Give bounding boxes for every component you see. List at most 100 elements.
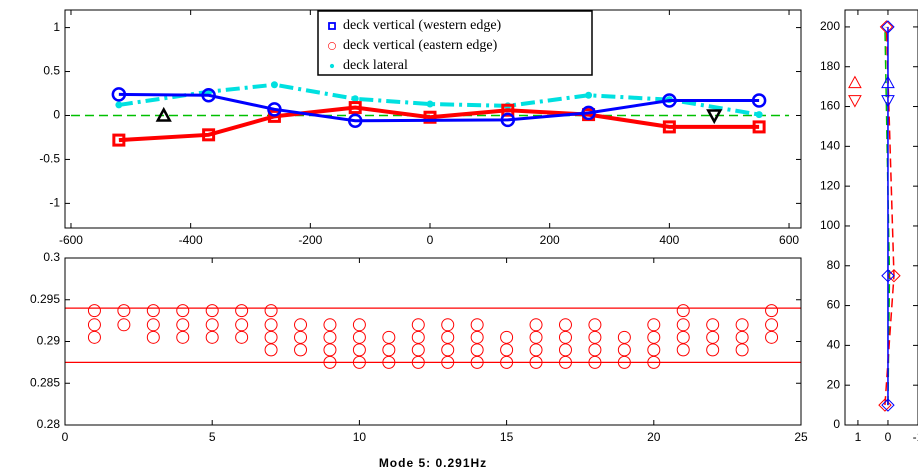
x-tick-label: 5 [209,430,216,444]
marker [881,95,895,108]
y-tick-label: 120 [820,178,840,192]
marker [529,355,543,369]
plot-area [65,258,801,425]
marker [581,105,596,121]
marker [115,101,123,109]
marker [881,269,895,283]
marker [323,318,337,332]
marker [176,330,190,344]
marker [617,343,631,357]
marker [588,343,602,357]
marker [441,330,455,344]
x-tick-label: 0 [62,430,69,444]
marker [470,330,484,344]
marker [617,355,631,369]
marker [294,330,308,344]
y-tick-label: -0.5 [39,152,60,166]
marker [146,304,160,318]
marker [201,88,216,103]
series-line [118,105,760,143]
y-tick-label: 40 [827,338,841,352]
marker [558,318,572,332]
y-tick-label: 60 [827,298,841,312]
marker [848,75,862,89]
x-tick-label: 400 [659,233,679,247]
marker [205,304,219,318]
x-tick-label: 15 [500,430,514,444]
x-tick-label: 200 [540,233,560,247]
y-tick-label: 1 [53,20,60,34]
marker [735,330,749,344]
marker [146,318,160,332]
marker [529,343,543,357]
series [848,75,862,89]
y-tick-label: 0.28 [37,417,61,431]
marker [270,81,278,89]
marker [500,112,516,128]
marker [470,343,484,357]
axes-frame [64,257,802,426]
x-tick-label: -600 [59,233,83,247]
x-tick-label: 20 [647,430,661,444]
marker [264,330,278,344]
x-tick-label: 0 [427,233,434,247]
plots: -600 -400 -200 0 200 400 600-1-0.500.51 deck ve… [30,9,918,470]
y-tick-label: 80 [827,258,841,272]
marker [264,318,278,332]
marker [328,22,336,30]
marker [411,355,425,369]
marker [411,318,425,332]
marker [294,343,308,357]
marker [887,269,901,283]
marker [617,330,631,344]
marker [382,330,396,344]
marker [382,355,396,369]
marker [423,110,437,124]
marker [87,304,101,318]
marker [441,343,455,357]
marker [294,318,308,332]
marker [706,109,723,125]
marker [735,318,749,332]
marker [117,304,131,318]
marker [235,304,249,318]
marker [588,330,602,344]
marker [323,330,337,344]
legend-label: deck vertical (eastern edge) [343,38,498,53]
marker [558,330,572,344]
plot [848,20,901,412]
marker [706,318,720,332]
x-tick-label: -400 [179,233,203,247]
axes: -600 -400 -200 0 200 400 600 -1 -0.5 0 0.5 1 deck ve… [39,9,802,247]
marker [323,355,337,369]
marker [382,343,396,357]
marker [347,113,363,129]
x-axis-label: Mode 5: 0.291Hz [379,456,487,470]
y-tick-label: 160 [820,99,840,113]
marker [411,330,425,344]
marker [146,330,160,344]
y-tick-label: 0.285 [30,375,60,389]
marker [202,128,216,142]
ticks: 0 5 10 15 20 25 0.28 0.285 0.29 0.295 0.3 [30,250,808,444]
marker [879,20,894,34]
y-tick-label: 0 [53,108,60,122]
series-line [118,92,760,123]
marker [267,102,282,117]
marker [881,20,895,34]
marker [706,343,720,357]
marker [765,330,779,344]
marker [352,343,366,357]
series [881,95,895,108]
marker [647,318,661,332]
series [87,304,779,369]
marker [676,318,690,332]
series [155,106,172,122]
marker [176,318,190,332]
marker [111,87,127,102]
marker [500,330,514,344]
plot [70,81,790,147]
marker [348,101,362,115]
marker [765,304,779,318]
marker [647,355,661,369]
